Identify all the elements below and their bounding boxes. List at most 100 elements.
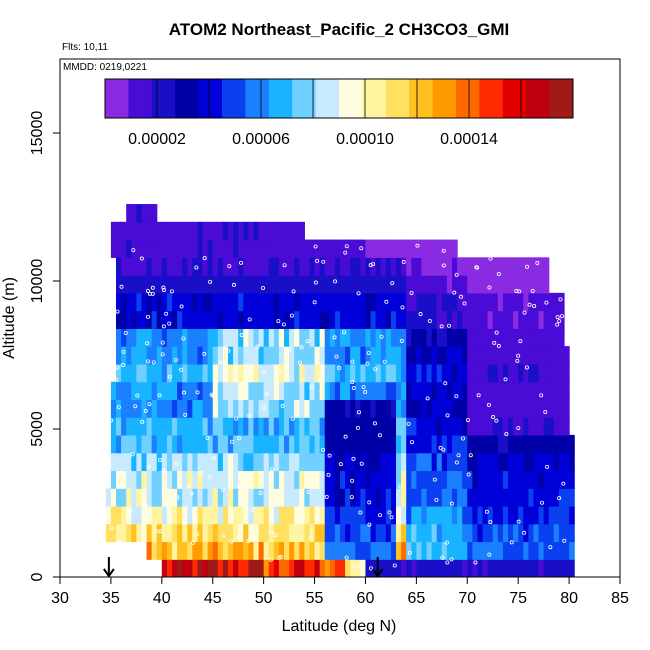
heatmap-cell [350, 523, 356, 543]
heatmap-cell [533, 523, 540, 543]
heatmap-cell [345, 541, 351, 560]
observation-marker [128, 508, 133, 513]
heatmap-cell [258, 346, 265, 365]
heatmap-cell [222, 328, 229, 347]
heatmap-cell [462, 541, 468, 560]
heatmap-cell [161, 310, 168, 329]
heatmap-cell [334, 541, 341, 560]
heatmap-cell [436, 523, 443, 543]
observation-marker [399, 339, 404, 344]
heatmap-cell [284, 381, 290, 400]
heatmap-cell [141, 488, 148, 507]
heatmap-cell [411, 275, 417, 294]
heatmap-cell [121, 328, 127, 347]
heatmap-cell [319, 363, 326, 383]
heatmap-cell [146, 275, 153, 294]
heatmap-cell [294, 346, 300, 365]
heatmap-cell [421, 257, 428, 276]
heatmap-cell [452, 470, 458, 489]
heatmap-cell [212, 434, 219, 454]
observation-marker [390, 281, 395, 286]
heatmap-cell [182, 381, 188, 400]
observation-marker [227, 264, 232, 269]
heatmap-cell [131, 381, 137, 400]
heatmap-cell [513, 488, 519, 507]
heatmap-cell [141, 275, 148, 294]
heatmap-cell [497, 399, 504, 418]
heatmap-cell [258, 363, 265, 383]
observation-marker [239, 260, 244, 265]
heatmap-cell [131, 292, 137, 312]
heatmap-cell [131, 417, 137, 436]
heatmap-cell [156, 417, 163, 436]
heatmap-cell [487, 292, 494, 312]
heatmap-cell [426, 275, 433, 294]
heatmap-cell [284, 541, 290, 560]
observation-marker [313, 244, 318, 249]
heatmap-cell [238, 381, 244, 400]
heatmap-cell [492, 363, 499, 383]
heatmap-cell [202, 363, 209, 383]
heatmap-cell [289, 523, 295, 543]
heatmap-cell [136, 363, 143, 383]
heatmap-cell [233, 452, 239, 472]
heatmap-cell [452, 488, 458, 507]
heatmap-cell [141, 239, 148, 258]
observation-marker [434, 497, 439, 502]
observation-marker [158, 457, 163, 462]
heatmap-cell [166, 381, 173, 400]
observation-marker [367, 522, 372, 527]
heatmap-cell [396, 399, 402, 418]
heatmap-cell [564, 381, 570, 400]
heatmap-cell [538, 363, 545, 383]
observation-marker [308, 535, 313, 540]
heatmap-cell [553, 363, 560, 383]
observation-marker [108, 418, 113, 423]
heatmap-cell [390, 328, 397, 347]
observation-marker [117, 473, 122, 478]
x-tick-label: 75 [509, 590, 527, 607]
heatmap-cell [324, 381, 331, 400]
heatmap-cell [406, 559, 412, 577]
heatmap-cell [396, 417, 402, 436]
heatmap-cell [319, 292, 326, 312]
heatmap-cell [370, 434, 377, 454]
observation-marker [535, 260, 540, 265]
heatmap-cell [212, 328, 219, 347]
heatmap-cell [238, 399, 244, 418]
heatmap-cell [156, 434, 163, 454]
heatmap-cell [136, 434, 143, 454]
heatmap-cell [121, 275, 127, 294]
heatmap-cell [309, 399, 316, 418]
heatmap-cell [263, 452, 270, 472]
heatmap-cell [268, 328, 275, 347]
heatmap-cell [161, 541, 168, 560]
heatmap-cell [548, 559, 555, 577]
heatmap-cell [543, 452, 550, 472]
observation-marker [145, 288, 150, 293]
heatmap-cell [238, 328, 244, 347]
heatmap-cell [161, 275, 168, 294]
heatmap-cell [462, 363, 468, 383]
observation-marker [363, 390, 368, 395]
heatmap-cell [411, 328, 417, 347]
chart-title: ATOM2 Northeast_Pacific_2 CH3CO3_GMI [169, 20, 509, 39]
observation-marker [179, 304, 184, 309]
heatmap-cell [385, 381, 392, 400]
heatmap-cell [116, 221, 122, 241]
heatmap-cell [217, 328, 224, 347]
heatmap-cell [197, 470, 204, 489]
heatmap-cell [528, 559, 535, 577]
heatmap-cell [136, 275, 143, 294]
heatmap-cell [151, 363, 158, 383]
observation-marker [276, 319, 281, 324]
heatmap-cell [508, 310, 514, 329]
heatmap-cell [421, 363, 428, 383]
heatmap-cell [161, 505, 168, 525]
heatmap-cell [513, 541, 519, 560]
heatmap-cell [345, 434, 351, 454]
heatmap-cell [548, 346, 555, 365]
heatmap-cell [548, 505, 555, 525]
observation-marker [131, 248, 136, 253]
heatmap-cell [156, 452, 163, 472]
